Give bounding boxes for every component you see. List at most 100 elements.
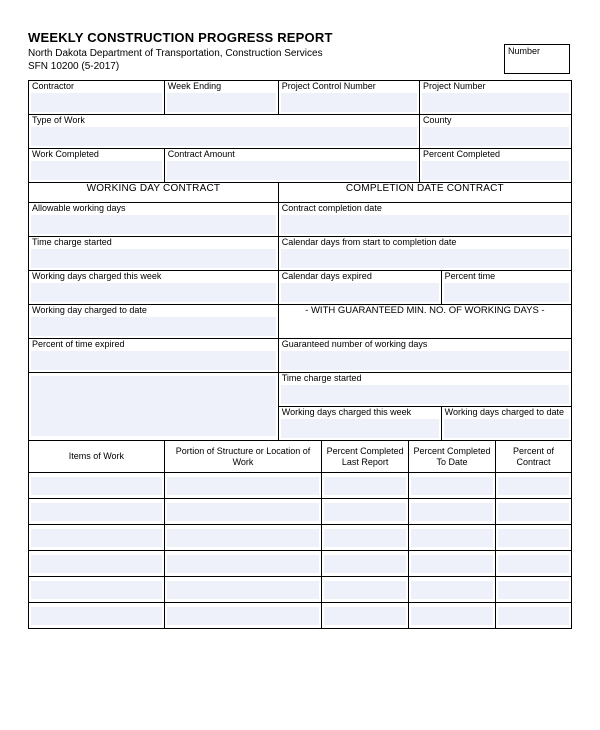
header-text-block: WEEKLY CONSTRUCTION PROGRESS REPORT Nort… bbox=[28, 30, 504, 80]
time-charge-started-left-label: Time charge started bbox=[29, 237, 278, 248]
contract-completion-date-field[interactable]: Contract completion date bbox=[278, 203, 571, 237]
allowable-working-days-label: Allowable working days bbox=[29, 203, 278, 214]
items-row bbox=[29, 603, 572, 629]
time-charge-started-right-label: Time charge started bbox=[279, 373, 571, 384]
items-cell[interactable] bbox=[409, 551, 496, 577]
items-cell[interactable] bbox=[495, 577, 571, 603]
header-fields-table: Contractor Week Ending Project Control N… bbox=[28, 80, 572, 183]
guaranteed-number-label: Guaranteed number of working days bbox=[279, 339, 571, 350]
items-cell[interactable] bbox=[29, 603, 165, 629]
items-cell[interactable] bbox=[409, 525, 496, 551]
county-field[interactable]: County bbox=[419, 115, 571, 149]
type-of-work-field[interactable]: Type of Work bbox=[29, 115, 420, 149]
items-cell[interactable] bbox=[29, 577, 165, 603]
contractor-field[interactable]: Contractor bbox=[29, 81, 165, 115]
items-cell[interactable] bbox=[409, 473, 496, 499]
wdc-week-left-label: Working days charged this week bbox=[29, 271, 278, 282]
form-header: WEEKLY CONSTRUCTION PROGRESS REPORT Nort… bbox=[28, 30, 572, 80]
wdc-week-left-field[interactable]: Working days charged this week bbox=[29, 271, 279, 305]
items-cell[interactable] bbox=[322, 473, 409, 499]
project-number-field[interactable]: Project Number bbox=[419, 81, 571, 115]
items-cell[interactable] bbox=[29, 551, 165, 577]
pcn-field[interactable]: Project Control Number bbox=[278, 81, 419, 115]
work-completed-field[interactable]: Work Completed bbox=[29, 149, 165, 183]
items-cell[interactable] bbox=[164, 473, 321, 499]
wdc-todate-left-label: Working day charged to date bbox=[29, 305, 278, 316]
allowable-working-days-field[interactable]: Allowable working days bbox=[29, 203, 279, 237]
week-ending-label: Week Ending bbox=[165, 81, 278, 92]
items-cell[interactable] bbox=[495, 603, 571, 629]
items-cell[interactable] bbox=[164, 577, 321, 603]
items-cell[interactable] bbox=[409, 499, 496, 525]
items-cell[interactable] bbox=[409, 577, 496, 603]
county-label: County bbox=[420, 115, 571, 126]
percent-completed-field[interactable]: Percent Completed bbox=[419, 149, 571, 183]
percent-time-expired-field[interactable]: Percent of time expired bbox=[29, 339, 279, 373]
wdc-todate-left-field[interactable]: Working day charged to date bbox=[29, 305, 279, 339]
wdc-todate-right-label: Working days charged to date bbox=[442, 407, 571, 418]
pc-last-header: Percent Completed Last Report bbox=[322, 441, 409, 473]
portion-header: Portion of Structure or Location of Work bbox=[164, 441, 321, 473]
calendar-days-start-field[interactable]: Calendar days from start to completion d… bbox=[278, 237, 571, 271]
items-cell[interactable] bbox=[495, 473, 571, 499]
items-cell[interactable] bbox=[409, 603, 496, 629]
items-row bbox=[29, 473, 572, 499]
items-cell[interactable] bbox=[164, 603, 321, 629]
wdc-week-right-field[interactable]: Working days charged this week bbox=[278, 407, 441, 441]
items-cell[interactable] bbox=[495, 499, 571, 525]
items-cell[interactable] bbox=[322, 499, 409, 525]
pcn-label: Project Control Number bbox=[279, 81, 419, 92]
items-cell[interactable] bbox=[495, 525, 571, 551]
items-cell[interactable] bbox=[29, 499, 165, 525]
completion-date-header: COMPLETION DATE CONTRACT bbox=[278, 183, 571, 203]
form-subtitle: North Dakota Department of Transportatio… bbox=[28, 47, 504, 60]
items-cell[interactable] bbox=[322, 603, 409, 629]
contractor-label: Contractor bbox=[29, 81, 164, 92]
items-cell[interactable] bbox=[322, 577, 409, 603]
number-field[interactable]: Number bbox=[504, 44, 570, 74]
percent-completed-label: Percent Completed bbox=[420, 149, 571, 160]
form-id: SFN 10200 (5-2017) bbox=[28, 61, 504, 72]
wdc-todate-right-field[interactable]: Working days charged to date bbox=[441, 407, 571, 441]
project-number-label: Project Number bbox=[420, 81, 571, 92]
guaranteed-note: - WITH GUARANTEED MIN. NO. OF WORKING DA… bbox=[278, 305, 571, 339]
week-ending-field[interactable]: Week Ending bbox=[164, 81, 278, 115]
items-cell[interactable] bbox=[164, 525, 321, 551]
items-row bbox=[29, 577, 572, 603]
items-header: Items of Work bbox=[29, 441, 165, 473]
wdc-week-right-label: Working days charged this week bbox=[279, 407, 441, 418]
guaranteed-number-field[interactable]: Guaranteed number of working days bbox=[278, 339, 571, 373]
items-cell[interactable] bbox=[29, 525, 165, 551]
items-row bbox=[29, 525, 572, 551]
items-row bbox=[29, 499, 572, 525]
blank-left-field[interactable] bbox=[29, 373, 279, 441]
time-charge-started-left-field[interactable]: Time charge started bbox=[29, 237, 279, 271]
form-title: WEEKLY CONSTRUCTION PROGRESS REPORT bbox=[28, 30, 504, 45]
items-of-work-table: Items of Work Portion of Structure or Lo… bbox=[28, 440, 572, 629]
number-label: Number bbox=[505, 45, 569, 57]
items-cell[interactable] bbox=[322, 551, 409, 577]
items-cell[interactable] bbox=[164, 551, 321, 577]
p-contract-header: Percent of Contract bbox=[495, 441, 571, 473]
contract-completion-date-label: Contract completion date bbox=[279, 203, 571, 214]
pc-todate-header: Percent Completed To Date bbox=[409, 441, 496, 473]
calendar-days-start-label: Calendar days from start to completion d… bbox=[279, 237, 571, 248]
time-charge-started-right-field[interactable]: Time charge started bbox=[278, 373, 571, 407]
items-row bbox=[29, 551, 572, 577]
items-cell[interactable] bbox=[322, 525, 409, 551]
percent-time-expired-label: Percent of time expired bbox=[29, 339, 278, 350]
calendar-days-expired-label: Calendar days expired bbox=[279, 271, 441, 282]
contract-sections-table: WORKING DAY CONTRACT COMPLETION DATE CON… bbox=[28, 182, 572, 441]
contract-amount-label: Contract Amount bbox=[165, 149, 419, 160]
percent-time-field[interactable]: Percent time bbox=[441, 271, 571, 305]
percent-time-label: Percent time bbox=[442, 271, 571, 282]
working-day-header: WORKING DAY CONTRACT bbox=[29, 183, 279, 203]
contract-amount-field[interactable]: Contract Amount bbox=[164, 149, 419, 183]
items-cell[interactable] bbox=[495, 551, 571, 577]
calendar-days-expired-field[interactable]: Calendar days expired bbox=[278, 271, 441, 305]
type-of-work-label: Type of Work bbox=[29, 115, 419, 126]
items-header-row: Items of Work Portion of Structure or Lo… bbox=[29, 441, 572, 473]
items-cell[interactable] bbox=[164, 499, 321, 525]
items-cell[interactable] bbox=[29, 473, 165, 499]
work-completed-label: Work Completed bbox=[29, 149, 164, 160]
